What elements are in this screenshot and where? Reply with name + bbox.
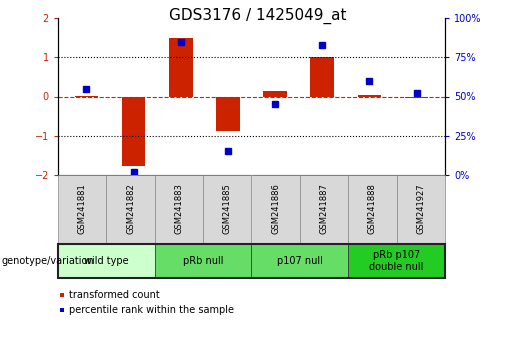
Text: transformed count: transformed count (70, 290, 160, 300)
Text: GSM241927: GSM241927 (416, 184, 425, 234)
Bar (169, 38, 193, 97)
Bar (311, 57, 334, 97)
Bar (358, 95, 381, 97)
Text: percentile rank within the sample: percentile rank within the sample (70, 305, 234, 315)
Bar (216, 97, 239, 131)
Text: p107 null: p107 null (277, 256, 323, 266)
Text: GDS3176 / 1425049_at: GDS3176 / 1425049_at (169, 8, 346, 24)
Text: GSM241887: GSM241887 (320, 184, 329, 234)
Text: genotype/variation: genotype/variation (2, 256, 95, 266)
Text: GSM241885: GSM241885 (223, 184, 232, 234)
Text: GSM241888: GSM241888 (368, 184, 377, 234)
Text: GSM241886: GSM241886 (271, 184, 280, 234)
Text: pRb p107
double null: pRb p107 double null (369, 250, 424, 272)
Bar (405, 97, 428, 98)
Bar (75, 96, 98, 97)
Text: GSM241883: GSM241883 (175, 184, 183, 234)
Text: GSM241882: GSM241882 (126, 184, 135, 234)
Bar (122, 97, 145, 166)
Text: pRb null: pRb null (183, 256, 224, 266)
Bar (263, 91, 287, 97)
Text: GSM241881: GSM241881 (78, 184, 87, 234)
Text: wild type: wild type (84, 256, 129, 266)
